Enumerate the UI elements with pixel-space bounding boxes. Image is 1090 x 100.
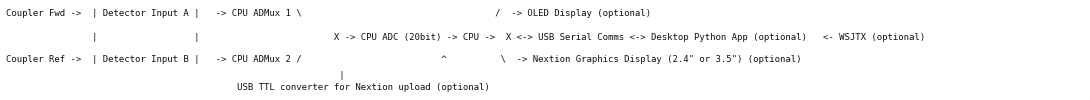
Text: Coupler Ref ->  | Detector Input B |   -> CPU ADMux 2 /                         : Coupler Ref -> | Detector Input B | -> C… bbox=[7, 56, 801, 64]
Text: |                  |                         X -> CPU ADC (20bit) -> CPU ->  X <: | | X -> CPU ADC (20bit) -> CPU -> X < bbox=[7, 34, 925, 42]
Text: USB TTL converter for Nextion upload (optional): USB TTL converter for Nextion upload (op… bbox=[7, 84, 489, 92]
Text: |: | bbox=[7, 70, 344, 80]
Text: Coupler Fwd ->  | Detector Input A |   -> CPU ADMux 1 \                         : Coupler Fwd -> | Detector Input A | -> C… bbox=[7, 10, 651, 18]
